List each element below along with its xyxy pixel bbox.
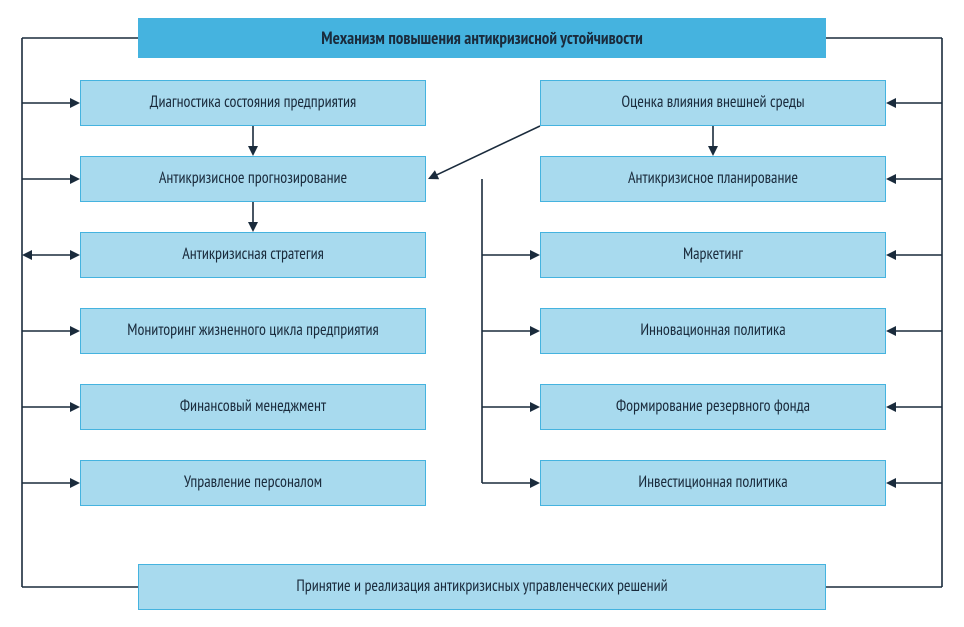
left-box-4-label: Финансовый менеджмент	[180, 397, 326, 416]
left-box-4: Финансовый менеджмент	[80, 384, 426, 430]
right-box-1-label: Антикризисное планирование	[628, 169, 798, 188]
title-box-label: Механизм повышения антикризисной устойчи…	[321, 28, 642, 48]
left-box-5: Управление персоналом	[80, 460, 426, 506]
right-box-4: Формирование резервного фонда	[540, 384, 886, 430]
left-box-3: Мониторинг жизненного цикла предприятия	[80, 308, 426, 354]
left-box-1: Антикризисное прогнозирование	[80, 156, 426, 202]
left-box-2-label: Антикризисная стратегия	[182, 245, 324, 264]
bottom-box-label: Принятие и реализация антикризисных упра…	[296, 577, 667, 596]
left-box-1-label: Антикризисное прогнозирование	[159, 169, 347, 188]
diagram-stage: Механизм повышения антикризисной устойчи…	[0, 0, 964, 627]
right-box-5: Инвестиционная политика	[540, 460, 886, 506]
right-box-2: Маркетинг	[540, 232, 886, 278]
left-box-3-label: Мониторинг жизненного цикла предприятия	[127, 321, 379, 340]
bottom-box: Принятие и реализация антикризисных упра…	[138, 564, 826, 610]
right-box-0: Оценка влияния внешней среды	[540, 80, 886, 126]
right-box-3: Инновационная политика	[540, 308, 886, 354]
left-box-0-label: Диагностика состояния предприятия	[150, 93, 356, 112]
right-box-1: Антикризисное планирование	[540, 156, 886, 202]
right-box-2-label: Маркетинг	[683, 245, 743, 264]
right-box-3-label: Инновационная политика	[640, 321, 785, 340]
title-box: Механизм повышения антикризисной устойчи…	[138, 18, 826, 58]
left-box-2: Антикризисная стратегия	[80, 232, 426, 278]
right-box-4-label: Формирование резервного фонда	[616, 397, 810, 416]
right-box-5-label: Инвестиционная политика	[638, 473, 787, 492]
right-box-0-label: Оценка влияния внешней среды	[621, 93, 804, 112]
left-box-5-label: Управление персоналом	[184, 473, 322, 492]
left-box-0: Диагностика состояния предприятия	[80, 80, 426, 126]
